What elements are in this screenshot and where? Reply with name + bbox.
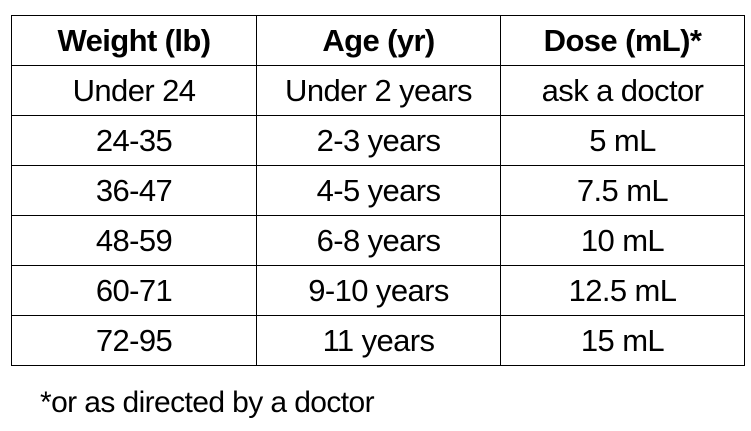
table-cell: 2-3 years [256,115,501,166]
table-cell: 5 mL [500,115,745,166]
table-cell: 10 mL [500,215,745,266]
table-row: 48-59 6-8 years 10 mL [11,215,745,266]
table-cell: Under 24 [11,65,257,116]
table-row: 60-71 9-10 years 12.5 mL [11,265,745,316]
table-row: 36-47 4-5 years 7.5 mL [11,165,745,216]
table-cell: 72-95 [11,315,257,366]
table-cell: ask a doctor [500,65,745,116]
table-cell: 4-5 years [256,165,501,216]
table-cell: 60-71 [11,265,257,316]
table-cell: 7.5 mL [500,165,745,216]
header-cell: Dose (mL)* [500,15,745,66]
table-row: 72-95 11 years 15 mL [11,315,745,366]
table-cell: 6-8 years [256,215,501,266]
header-cell: Weight (lb) [11,15,257,66]
table-row: Under 24 Under 2 years ask a doctor [11,65,745,116]
table-cell: 15 mL [500,315,745,366]
table-cell: Under 2 years [256,65,501,116]
table-cell: 12.5 mL [500,265,745,316]
table-cell: 11 years [256,315,501,366]
table-cell: 36-47 [11,165,257,216]
table-cell: 48-59 [11,215,257,266]
footnote: *or as directed by a doctor [40,386,375,419]
table-body: Under 24 Under 2 years ask a doctor 24-35 2-… [11,65,745,366]
table-cell: 9-10 years [256,265,501,316]
table-cell: 24-35 [11,115,257,166]
table-row: 24-35 2-3 years 5 mL [11,115,745,166]
header-cell: Age (yr) [256,15,501,66]
dosage-table: Weight (lb) Age (yr) Dose (mL)* Under 24 Un… [11,15,745,366]
header-row: Weight (lb) Age (yr) Dose (mL)* [11,15,745,66]
